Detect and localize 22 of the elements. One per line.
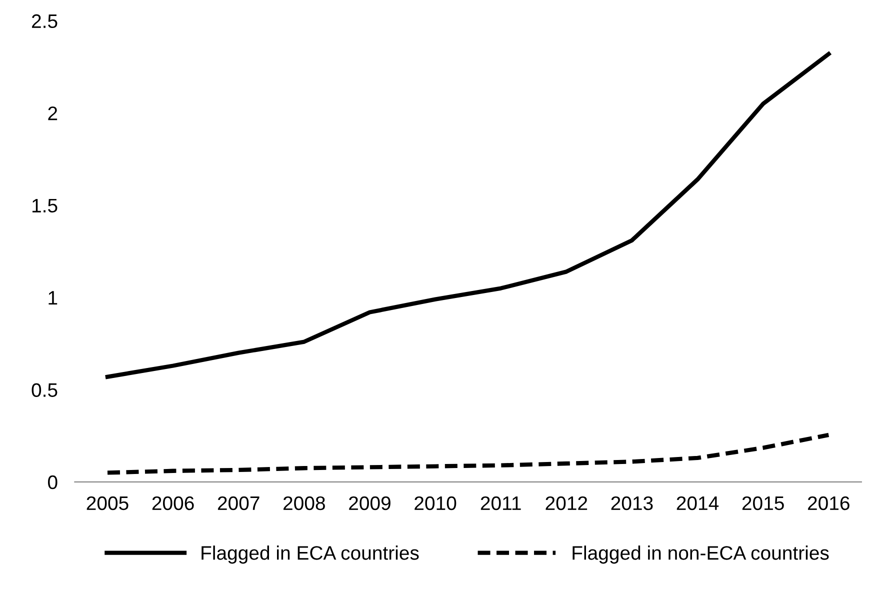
- legend-label: Flagged in non-ECA countries: [572, 546, 829, 564]
- y-tick-label: 1: [48, 291, 58, 305]
- line-series: [105, 52, 831, 379]
- x-tick-label: 2013: [611, 496, 653, 510]
- x-tick-label: 2006: [152, 496, 194, 510]
- x-tick-label: 2010: [414, 496, 456, 510]
- x-tick-label: 2014: [676, 496, 719, 510]
- x-tick-label: 2012: [546, 496, 588, 510]
- x-tick-label: 2015: [742, 496, 784, 510]
- x-tick-label: 2005: [86, 496, 128, 510]
- y-tick-label: 0: [48, 475, 58, 490]
- y-tick-label: 2.5: [32, 14, 58, 28]
- x-tick-label: 2007: [218, 496, 260, 510]
- x-tick-label: 2009: [349, 496, 390, 510]
- x-tick-label: 2011: [480, 496, 521, 510]
- y-tick-label: 1.5: [32, 198, 58, 213]
- line-series: [105, 432, 831, 475]
- x-tick-label: 2008: [284, 496, 325, 510]
- y-tick-label: 2: [48, 106, 58, 120]
- legend-label: Flagged in ECA countries: [202, 546, 419, 564]
- x-tick-label: 2016: [808, 496, 850, 510]
- y-tick-label: 0.5: [32, 383, 58, 397]
